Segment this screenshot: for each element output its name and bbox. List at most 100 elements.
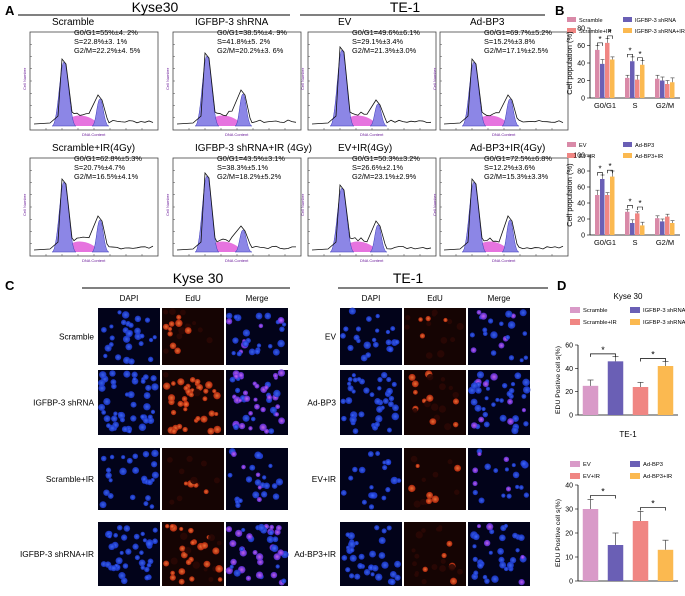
- nucleus: [341, 415, 347, 422]
- bar: [640, 64, 645, 98]
- nucleus: [143, 392, 151, 399]
- nucleus: [260, 491, 268, 498]
- nucleus: [431, 563, 438, 570]
- nucleus: [125, 343, 133, 351]
- edu-microscopy: DAPI DAPI EdU EdU Merge Merge Scramble IGFBP-3 …: [20, 294, 531, 586]
- nucleus: [252, 549, 258, 556]
- nucleus: [258, 323, 264, 329]
- nucleus: [167, 326, 173, 332]
- flow-y-label: Cell Number: [432, 67, 437, 90]
- flow-plot-frame: [439, 31, 569, 131]
- nucleus: [275, 404, 281, 410]
- nucleus: [515, 484, 520, 489]
- bar: [670, 223, 675, 235]
- nucleus: [499, 414, 507, 422]
- te-row-label: Ad-BP3+IR: [294, 549, 336, 559]
- nucleus: [414, 572, 419, 578]
- nucleus: [421, 477, 426, 483]
- panel-a-letter: A: [5, 3, 15, 18]
- nucleus: [438, 383, 446, 391]
- nucleus: [439, 565, 446, 572]
- nucleus: [381, 528, 387, 534]
- bar: [665, 216, 670, 235]
- nucleus: [421, 579, 427, 585]
- nucleus: [150, 409, 156, 415]
- flow-plot-4: Scramble+IR(4Gy)G0/G1=62.8%±5.3%S=20.7%±…: [22, 143, 159, 263]
- y-tick-label: 20: [577, 217, 585, 224]
- nucleus: [110, 565, 117, 572]
- nucleus: [147, 558, 154, 565]
- nucleus: [101, 326, 107, 333]
- nucleus: [507, 418, 514, 425]
- flow-plot-2: EVG0/G1=49.6%±6.1%S=29.1%±3.4%G2/M=21.3%…: [300, 17, 437, 137]
- te-r0-c0-image: [340, 308, 402, 365]
- nucleus: [262, 475, 267, 480]
- nucleus: [185, 323, 190, 328]
- nucleus: [422, 566, 428, 572]
- nucleus: [214, 411, 219, 417]
- nucleus: [476, 309, 482, 315]
- nucleus: [499, 534, 506, 542]
- nucleus: [186, 455, 193, 463]
- nucleus: [352, 466, 358, 473]
- nucleus: [242, 329, 251, 337]
- nucleus: [378, 552, 386, 559]
- nucleus: [103, 353, 108, 359]
- nucleus: [367, 451, 374, 457]
- nucleus: [508, 355, 515, 361]
- flow-plot-frame: [29, 157, 159, 257]
- nucleus: [255, 571, 264, 579]
- kyse-row-label: IGFBP-3 shRNA: [33, 398, 94, 408]
- nucleus: [457, 568, 463, 575]
- legend-swatch: [630, 319, 640, 325]
- nucleus: [438, 405, 447, 413]
- nucleus: [469, 332, 475, 338]
- nucleus: [200, 460, 207, 467]
- nucleus: [145, 540, 153, 548]
- nucleus: [389, 578, 396, 586]
- nucleus: [248, 410, 253, 416]
- nucleus: [425, 315, 431, 322]
- bar: [670, 82, 675, 98]
- flow-stat-1: S=41.8%±5. 2%: [217, 37, 271, 46]
- sig-bracket: [597, 42, 603, 46]
- bar: [632, 387, 649, 415]
- nucleus: [147, 356, 154, 363]
- nucleus: [448, 564, 456, 571]
- nucleus: [111, 383, 117, 390]
- nucleus: [484, 578, 490, 584]
- nucleus: [256, 497, 262, 503]
- nucleus: [426, 373, 434, 381]
- nucleus: [358, 411, 365, 418]
- nucleus: [174, 347, 181, 355]
- nucleus: [235, 387, 241, 393]
- nucleus: [275, 525, 282, 531]
- nucleus: [358, 466, 366, 474]
- sig-star: *: [638, 50, 641, 59]
- nucleus: [98, 403, 106, 411]
- nucleus: [499, 321, 504, 327]
- nucleus: [511, 463, 516, 468]
- nucleus: [127, 391, 135, 399]
- nucleus: [374, 525, 380, 531]
- nucleus: [121, 426, 128, 433]
- nucleus: [142, 450, 150, 458]
- nucleus: [181, 396, 188, 402]
- nucleus: [419, 333, 426, 339]
- nucleus: [438, 525, 443, 530]
- nucleus: [272, 493, 280, 500]
- nucleus: [476, 524, 482, 529]
- flow-histogram-outline: [176, 171, 297, 251]
- nucleus: [185, 559, 192, 566]
- nucleus: [386, 377, 392, 383]
- sig-star: *: [598, 35, 601, 44]
- nucleus: [452, 421, 459, 428]
- flow-stat-1: S=29.1%±3.4%: [352, 37, 404, 46]
- nucleus: [140, 414, 145, 420]
- sig-star: *: [628, 46, 631, 55]
- nucleus: [472, 467, 479, 474]
- legend-label: Ad-BP3: [635, 143, 654, 149]
- bar: [600, 63, 605, 98]
- nucleus: [263, 482, 270, 490]
